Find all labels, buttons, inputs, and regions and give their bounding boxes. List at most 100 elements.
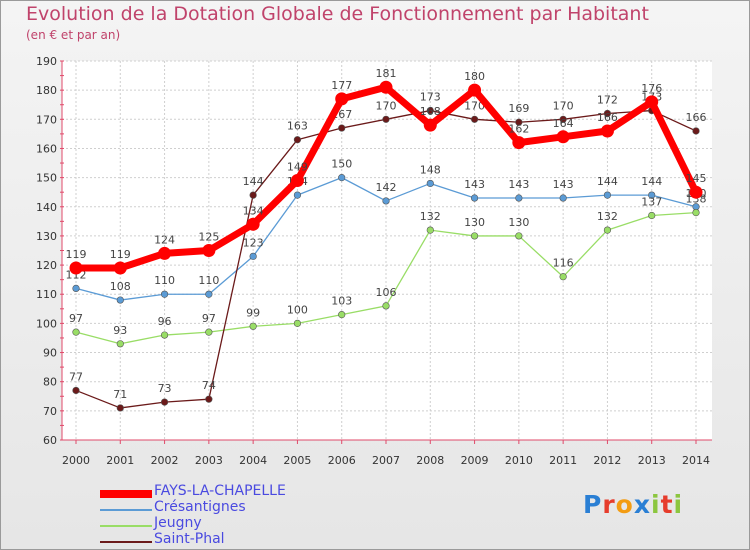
data-point-jeugny <box>338 311 346 319</box>
data-point-fays-la-chapelle <box>379 80 393 94</box>
data-point-saint-phal <box>470 115 479 123</box>
data-point-jeugny <box>72 328 80 336</box>
data-point-saint-phal <box>160 398 169 406</box>
data-point-fays-la-chapelle <box>512 136 526 150</box>
y-tick-label: 170 <box>36 113 57 126</box>
data-point-cresantignes <box>205 290 213 298</box>
data-label-fays-la-chapelle: 119 <box>66 248 87 261</box>
x-tick-label: 2000 <box>62 454 90 467</box>
y-tick-label: 150 <box>36 172 57 185</box>
x-tick-label: 2003 <box>195 454 223 467</box>
data-point-cresantignes <box>559 194 567 202</box>
data-label-jeugny: 93 <box>113 324 127 337</box>
y-tick-label: 180 <box>36 84 57 97</box>
data-point-fays-la-chapelle <box>246 217 260 231</box>
data-point-saint-phal <box>603 109 612 118</box>
chart-subtitle: (en € et par an) <box>26 28 121 42</box>
data-point-saint-phal <box>293 136 302 144</box>
x-tick-label: 2007 <box>372 454 400 467</box>
data-point-jeugny <box>426 226 434 234</box>
data-label-fays-la-chapelle: 125 <box>198 231 219 244</box>
data-point-fays-la-chapelle <box>423 118 437 132</box>
data-label-jeugny: 116 <box>553 257 574 270</box>
data-label-cresantignes: 144 <box>597 175 618 188</box>
data-label-jeugny: 130 <box>464 216 485 229</box>
data-point-jeugny <box>559 273 567 281</box>
data-label-saint-phal: 170 <box>464 99 485 112</box>
legend-label: Jeugny <box>154 515 202 531</box>
data-label-jeugny: 103 <box>331 295 352 308</box>
data-label-fays-la-chapelle: 177 <box>331 79 352 92</box>
x-tick-label: 2004 <box>239 454 267 467</box>
data-label-jeugny: 132 <box>597 210 618 223</box>
data-point-fays-la-chapelle <box>202 244 216 257</box>
proxiti-logo[interactable]: Proxiti <box>583 490 683 519</box>
chart-title: Evolution de la Dotation Globale de Fonc… <box>26 3 649 25</box>
data-label-cresantignes: 143 <box>508 178 529 191</box>
logo-letter: x <box>633 490 651 519</box>
data-label-jeugny: 130 <box>508 216 529 229</box>
data-label-fays-la-chapelle: 149 <box>287 161 308 174</box>
data-point-jeugny <box>603 226 612 234</box>
legend-swatch <box>100 490 152 498</box>
data-label-saint-phal: 77 <box>69 370 83 383</box>
data-point-cresantignes <box>603 191 612 199</box>
data-label-fays-la-chapelle: 164 <box>553 117 574 130</box>
data-point-saint-phal <box>116 404 124 412</box>
data-label-cresantignes: 144 <box>641 175 662 188</box>
data-point-fays-la-chapelle <box>645 95 659 109</box>
data-point-jeugny <box>648 211 656 220</box>
data-label-jeugny: 100 <box>287 303 308 316</box>
data-point-cresantignes <box>72 284 80 293</box>
data-label-cresantignes: 148 <box>420 163 441 176</box>
y-tick-label: 120 <box>36 259 57 272</box>
logo-letter: i <box>673 490 684 519</box>
data-label-cresantignes: 143 <box>464 178 485 191</box>
data-label-saint-phal: 73 <box>158 382 172 395</box>
data-point-saint-phal <box>426 106 434 115</box>
logo-letter: t <box>660 490 674 519</box>
legend-label: Crésantignes <box>154 499 246 515</box>
data-label-cresantignes: 142 <box>376 181 397 194</box>
y-tick-label: 100 <box>36 317 57 330</box>
data-label-fays-la-chapelle: 134 <box>243 204 264 217</box>
data-point-cresantignes <box>470 194 479 202</box>
data-point-fays-la-chapelle <box>468 83 482 97</box>
data-label-cresantignes: 143 <box>553 178 574 191</box>
data-point-saint-phal <box>72 386 80 395</box>
data-point-cresantignes <box>515 194 523 202</box>
data-point-jeugny <box>160 331 169 339</box>
data-point-cresantignes <box>338 174 346 182</box>
data-point-fays-la-chapelle <box>113 261 127 275</box>
data-label-cresantignes: 150 <box>331 158 352 171</box>
data-label-cresantignes: 110 <box>198 274 219 287</box>
x-tick-label: 2006 <box>328 454 356 467</box>
data-label-fays-la-chapelle: 162 <box>508 123 529 136</box>
data-point-jeugny <box>515 232 523 240</box>
data-label-jeugny: 96 <box>158 315 172 328</box>
data-label-saint-phal: 166 <box>686 111 707 124</box>
x-tick-label: 2005 <box>283 454 311 467</box>
y-tick-label: 140 <box>36 201 57 214</box>
data-point-cresantignes <box>116 296 124 304</box>
legend-label: Saint-Phal <box>154 531 225 547</box>
data-point-saint-phal <box>205 395 213 403</box>
data-label-saint-phal: 169 <box>508 102 529 115</box>
data-point-fays-la-chapelle <box>158 246 172 260</box>
data-label-fays-la-chapelle: 168 <box>420 105 441 118</box>
x-tick-label: 2014 <box>682 454 710 467</box>
data-point-saint-phal <box>382 115 390 123</box>
data-point-cresantignes <box>249 252 257 260</box>
logo-letter: o <box>615 490 634 519</box>
data-point-jeugny <box>470 232 479 240</box>
legend-swatch <box>100 525 152 527</box>
data-label-jeugny: 97 <box>69 312 83 325</box>
x-tick-label: 2001 <box>106 454 134 467</box>
data-label-fays-la-chapelle: 181 <box>376 67 397 80</box>
data-label-fays-la-chapelle: 119 <box>110 248 131 261</box>
data-label-saint-phal: 163 <box>287 120 308 133</box>
y-tick-label: 130 <box>36 230 57 243</box>
y-tick-label: 110 <box>36 288 57 301</box>
data-point-saint-phal <box>338 124 346 132</box>
